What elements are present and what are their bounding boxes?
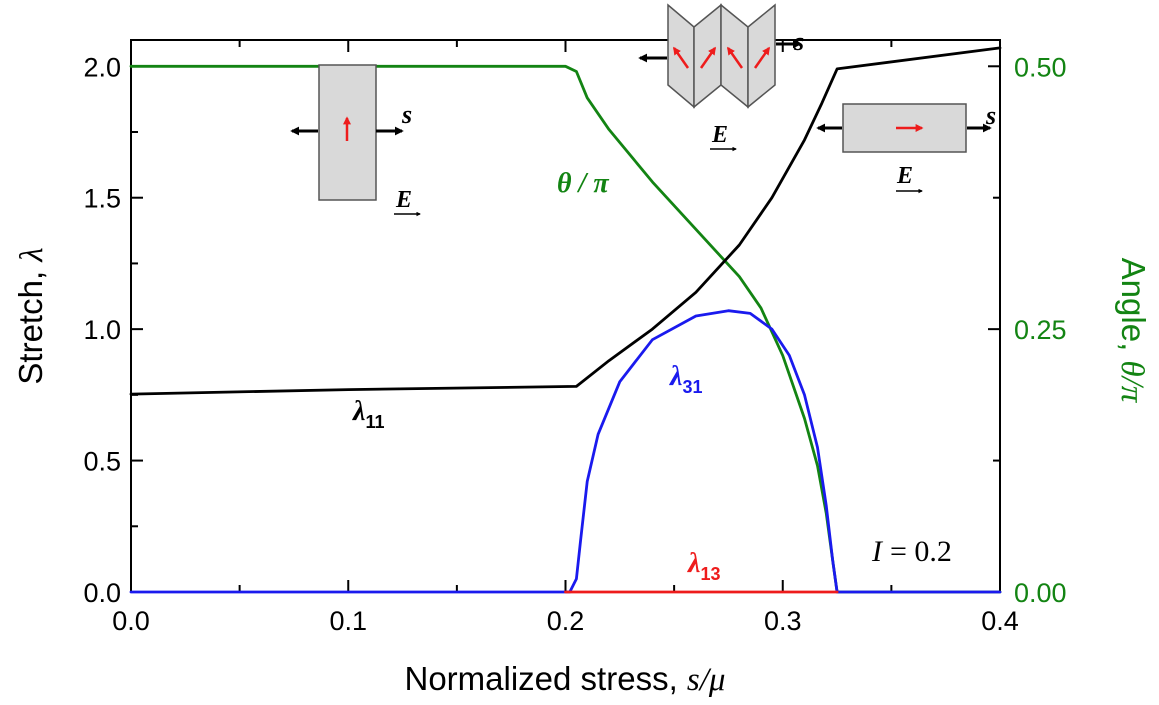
- theta-label: θ / π: [557, 168, 609, 199]
- polarization-arrow: [699, 46, 717, 69]
- field-e-label: E: [711, 122, 728, 148]
- inset-horizontal-panel: s E: [816, 101, 996, 194]
- inset-folded-panels: s E: [638, 3, 804, 152]
- lambda13-label: λ13: [687, 548, 720, 584]
- y-right-tick-label: 0.25: [1014, 315, 1067, 345]
- y-left-tick-label: 2.0: [83, 52, 121, 82]
- series-layer: [129, 46, 1002, 594]
- y-left-tick-label: 0.5: [83, 447, 121, 477]
- x-axis-title: Normalized stress, s/μ: [405, 660, 726, 698]
- ticks-layer: 0.0 0.1 0.2 0.3 0.4 0.0 0.5 1.0 1.5 2.0 0.00 0.25 0.…: [83, 40, 1067, 636]
- fold-panel: [693, 3, 722, 109]
- y-left-tick-label: 0.0: [83, 578, 121, 608]
- series-line: [129, 309, 1002, 594]
- lambda11-label: λ11: [352, 396, 384, 432]
- field-e-label: E: [896, 163, 913, 189]
- y-left-tick-label: 1.0: [83, 315, 121, 345]
- x-tick-label: 0.4: [981, 606, 1019, 636]
- y-axis-left-title: Stretch, λ: [12, 247, 50, 384]
- parameter-label: I = 0.2: [871, 535, 952, 568]
- x-tick-label: 0.3: [764, 606, 802, 636]
- x-tick-label: 0.2: [547, 606, 585, 636]
- x-tick-label: 0.1: [329, 606, 367, 636]
- x-tick-label: 0.0: [112, 606, 150, 636]
- polarization-arrow: [672, 46, 690, 69]
- polarization-arrow: [753, 46, 771, 69]
- field-e-label: E: [395, 187, 412, 213]
- stress-s-label: s: [401, 100, 412, 129]
- stress-s-label: s: [793, 27, 804, 56]
- inset-single-panel: s E: [290, 64, 421, 217]
- y-right-tick-label: 0.00: [1014, 578, 1067, 608]
- lambda31-label: λ31: [669, 361, 702, 397]
- y-right-tick-label: 0.50: [1014, 52, 1067, 82]
- y-left-tick-label: 1.5: [83, 184, 121, 214]
- stress-s-label: s: [985, 101, 996, 130]
- y-axis-right-title: Angle, θ/π: [1114, 258, 1152, 404]
- series-line: [129, 46, 1002, 396]
- fold-panel: [747, 3, 776, 109]
- polarization-arrow: [726, 46, 744, 69]
